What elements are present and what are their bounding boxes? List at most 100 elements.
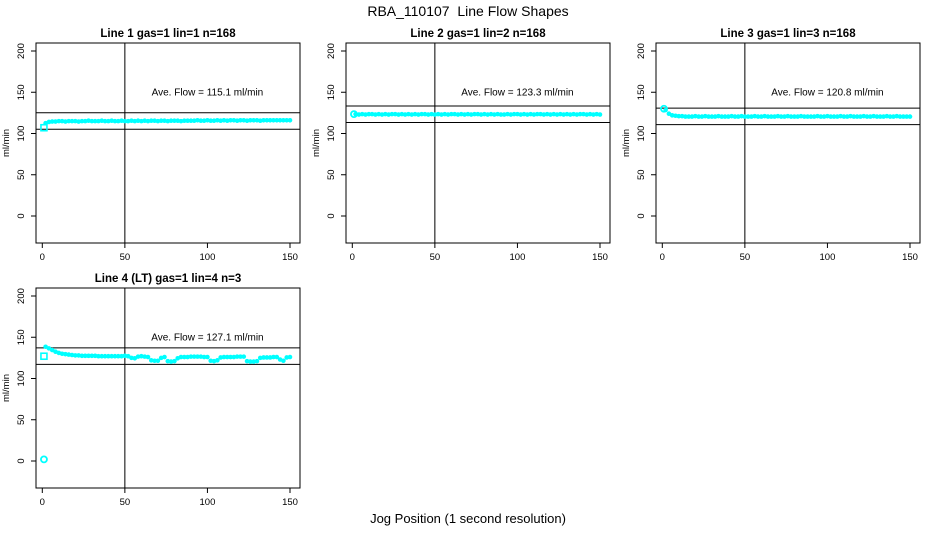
data-point <box>808 114 814 119</box>
data-point <box>158 118 164 124</box>
data-point <box>89 118 95 124</box>
data-point <box>264 355 270 360</box>
y-tick-label: 50 <box>16 169 27 180</box>
x-tick-label: 100 <box>820 252 836 263</box>
ave-flow-annotation: Ave. Flow = 120.8 ml/min <box>771 88 883 99</box>
data-point <box>185 118 190 124</box>
data-point <box>597 112 603 117</box>
plot-box <box>655 42 921 244</box>
x-tick-label: 150 <box>282 252 298 263</box>
data-point <box>89 353 95 359</box>
data-point <box>498 112 504 117</box>
x-tick-label: 100 <box>200 252 216 263</box>
y-tick-label: 50 <box>636 169 647 180</box>
data-point <box>66 118 72 124</box>
x-tick-label: 50 <box>740 252 751 263</box>
data-point <box>172 358 177 364</box>
data-point <box>897 114 903 119</box>
flow-data-points <box>40 344 293 464</box>
data-point <box>178 354 184 360</box>
data-point <box>904 114 909 119</box>
data-point <box>248 118 253 123</box>
x-tick-label: 50 <box>430 252 441 263</box>
data-point <box>168 118 174 124</box>
data-point <box>828 114 834 119</box>
data-point <box>577 111 583 117</box>
data-point <box>115 353 121 359</box>
data-point <box>877 114 883 119</box>
data-point <box>106 353 111 359</box>
y-axis-title: ml/min <box>1 374 12 402</box>
x-tick-label: 100 <box>200 497 216 508</box>
data-point <box>854 114 860 119</box>
x-tick-label: 100 <box>510 252 526 263</box>
outlier-open-circle-marker <box>40 455 48 464</box>
data-point <box>251 118 256 123</box>
data-point <box>162 354 167 360</box>
data-point <box>778 114 784 119</box>
panel-title: Line 1 gas=1 lin=1 n=168 <box>100 28 236 40</box>
y-tick-label: 150 <box>636 84 647 100</box>
data-point <box>792 114 797 119</box>
outlier-open-square-marker <box>40 123 48 132</box>
y-tick-label: 0 <box>636 213 647 218</box>
data-point <box>732 114 738 119</box>
data-point <box>96 353 101 359</box>
data-point <box>742 114 748 119</box>
ave-flow-annotation: Ave. Flow = 123.3 ml/min <box>461 88 573 99</box>
data-point <box>188 354 194 359</box>
panel-svg-3: Line 3 gas=1 lin=3 n=168 0 50 100 150 0 50 100 1… <box>621 28 921 263</box>
flow-data-points <box>40 118 293 132</box>
plot-box <box>345 42 611 244</box>
y-tick-label: 200 <box>16 43 27 59</box>
y-axis-title: ml/min <box>311 129 322 157</box>
data-point <box>208 118 214 124</box>
panel-line-3: Line 3 gas=1 lin=3 n=168 0 50 100 150 0 50 100 1… <box>620 25 936 273</box>
data-point <box>389 111 395 117</box>
plot-box <box>35 287 301 489</box>
data-point <box>802 114 807 119</box>
y-tick-label: 100 <box>16 126 27 142</box>
data-point <box>706 114 711 119</box>
data-point <box>155 358 161 364</box>
x-tick-label: 0 <box>350 252 355 263</box>
data-point <box>182 354 187 360</box>
data-point <box>683 114 688 119</box>
data-point <box>768 114 774 119</box>
data-point <box>264 118 270 123</box>
y-tick-label: 200 <box>16 288 27 304</box>
outlier-open-square-marker <box>40 352 48 361</box>
data-point <box>805 114 810 119</box>
y-tick-label: 100 <box>326 126 337 142</box>
data-point <box>172 118 177 124</box>
x-tick-label: 150 <box>902 252 918 263</box>
data-point <box>274 118 280 123</box>
data-point <box>69 118 75 124</box>
data-point <box>201 354 207 360</box>
data-point <box>234 354 240 359</box>
y-tick-label: 50 <box>326 169 337 180</box>
x-tick-label: 150 <box>282 497 298 508</box>
data-point <box>722 114 728 119</box>
ave-flow-annotation: Ave. Flow = 115.1 ml/min <box>152 88 264 99</box>
panel-title: Line 2 gas=1 lin=2 n=168 <box>410 28 546 40</box>
data-point <box>864 114 870 119</box>
data-point <box>696 114 701 119</box>
flow-data-points <box>350 110 603 119</box>
data-point <box>788 114 794 119</box>
data-point <box>831 114 837 119</box>
data-point <box>182 118 187 124</box>
x-tick-label: 0 <box>40 497 45 508</box>
data-point <box>281 118 286 123</box>
data-point <box>274 354 280 360</box>
data-point <box>49 119 55 124</box>
panel-svg-2: Line 2 gas=1 lin=2 n=168 0 50 100 150 0 50 100 1… <box>311 28 611 263</box>
data-point <box>221 354 227 360</box>
data-point <box>79 118 85 124</box>
panel-svg-1: Line 1 gas=1 lin=1 n=168 0 50 100 150 0 50 100 1… <box>1 28 301 263</box>
data-point <box>205 354 210 360</box>
data-point <box>112 118 118 124</box>
data-point <box>248 359 253 364</box>
y-tick-label: 50 <box>16 414 27 425</box>
panel-svg-4: Line 4 (LT) gas=1 lin=4 n=3 0 50 100 150 0 50 1… <box>1 273 301 508</box>
